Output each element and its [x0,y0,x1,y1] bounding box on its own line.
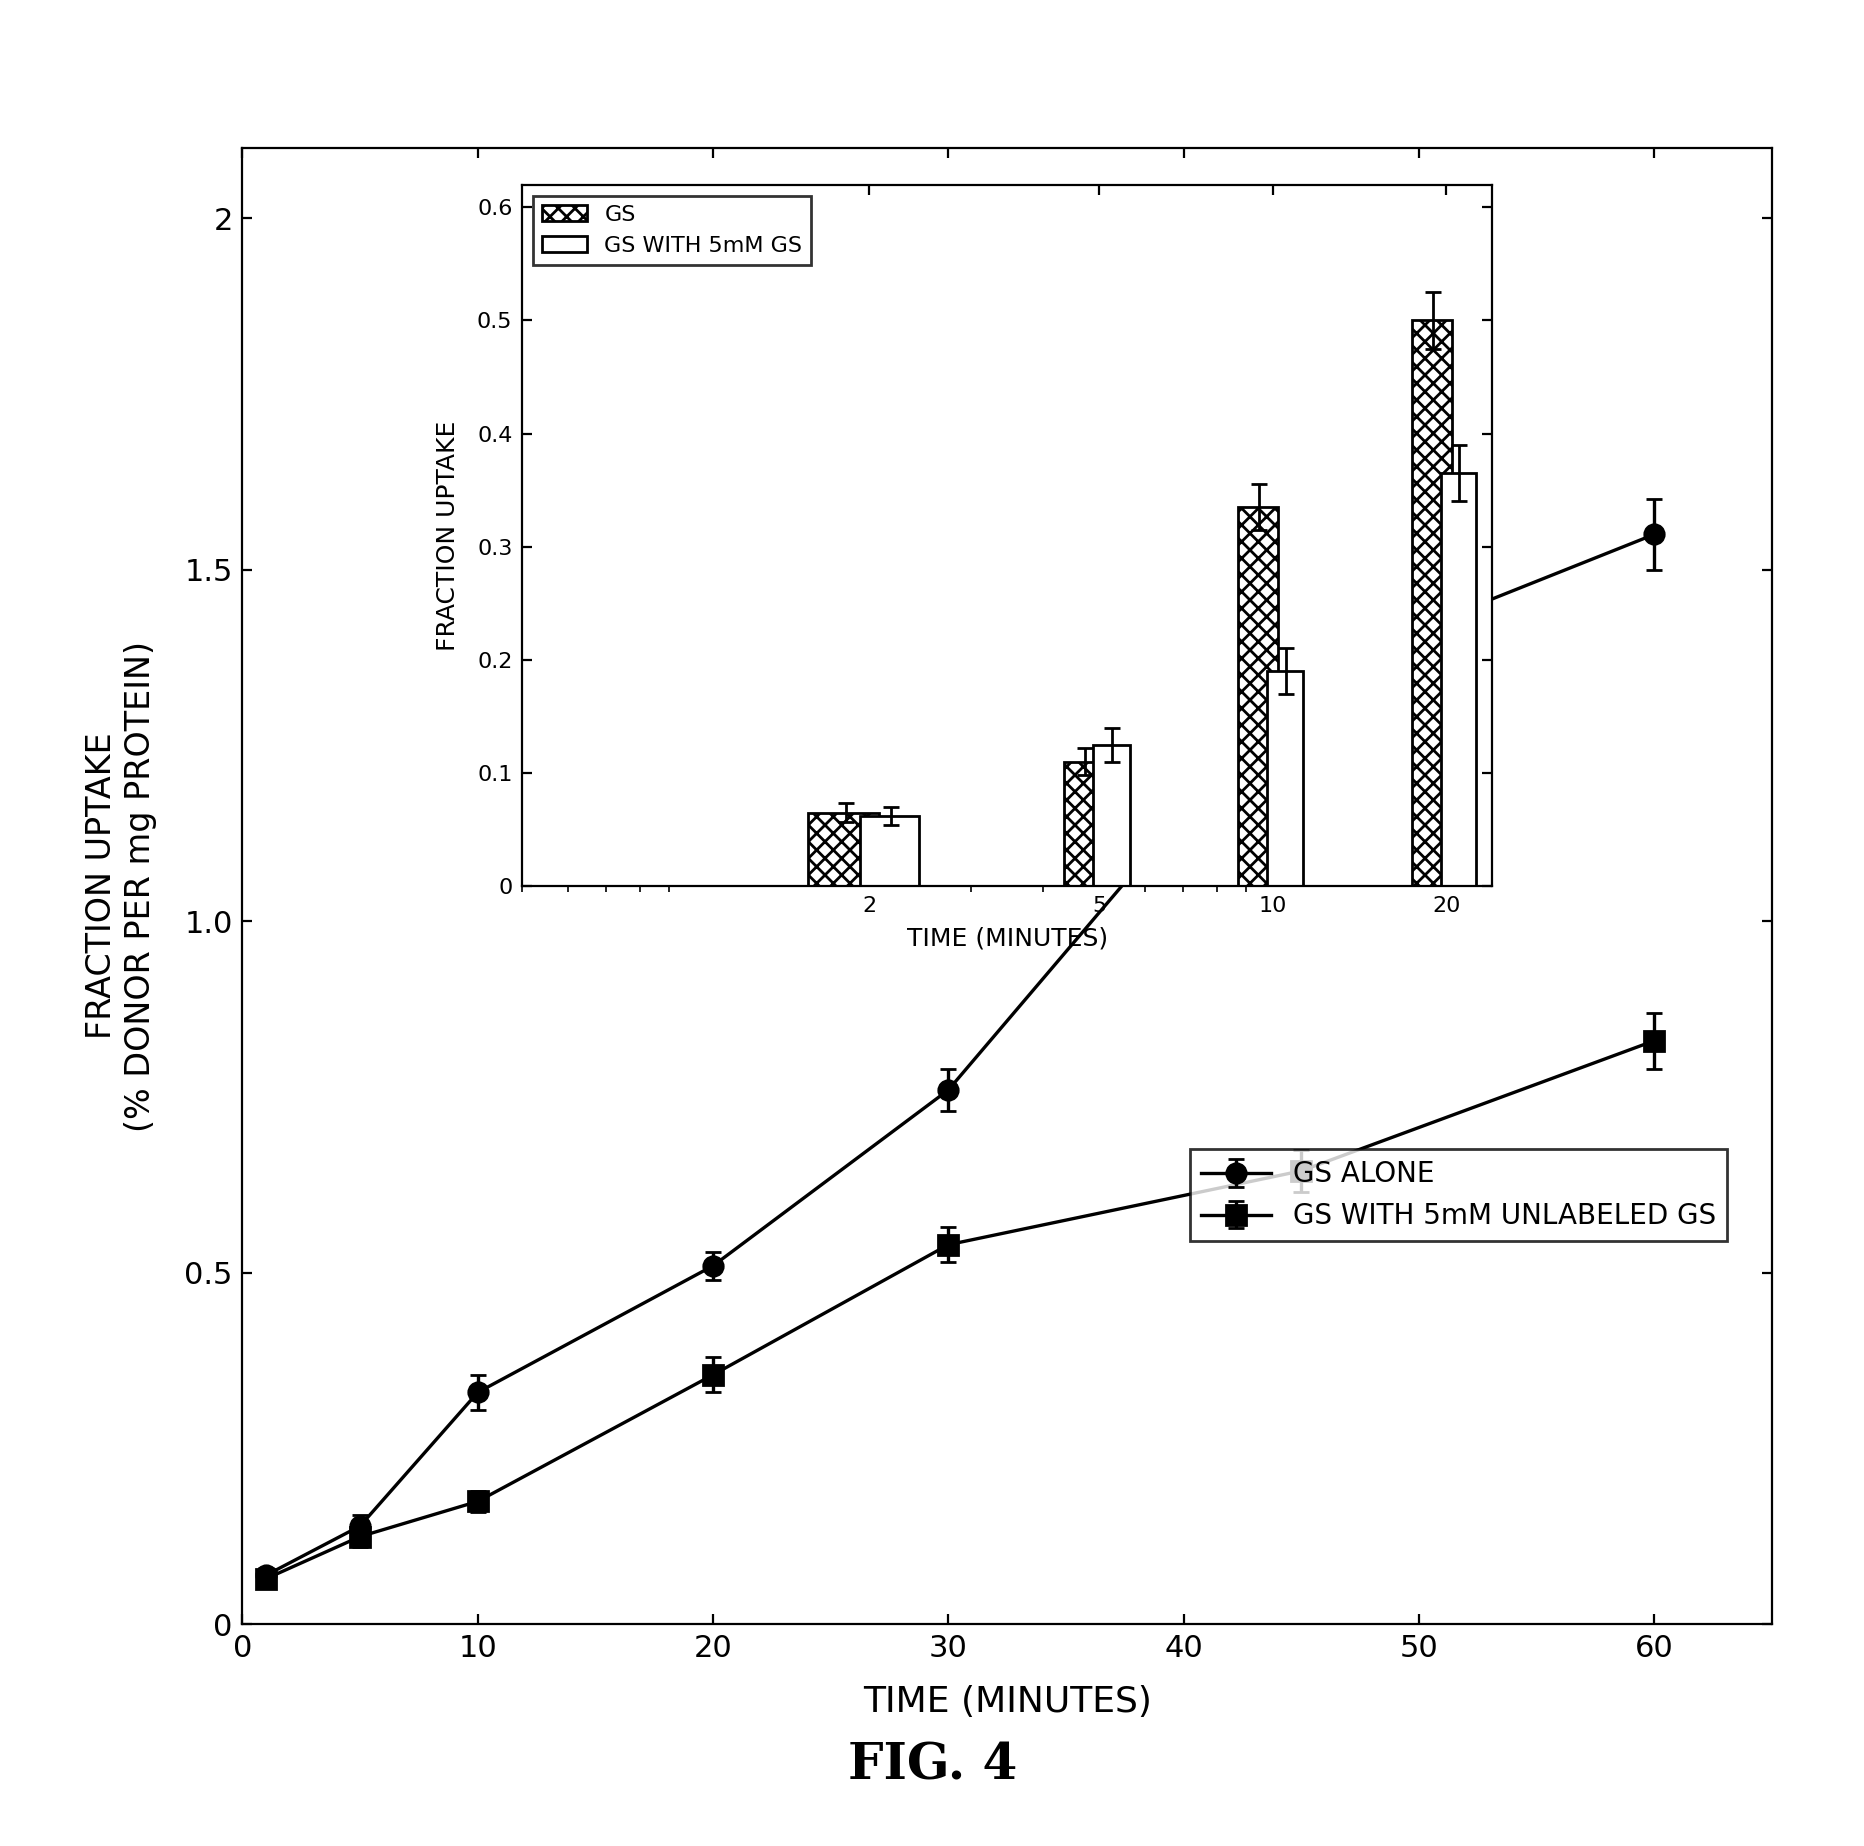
Y-axis label: FRACTION UPTAKE
(% DONOR PER mg PROTEIN): FRACTION UPTAKE (% DONOR PER mg PROTEIN) [86,641,157,1132]
Bar [1441,473,1476,886]
Bar [1092,744,1130,886]
X-axis label: TIME (MINUTES): TIME (MINUTES) [906,927,1107,951]
X-axis label: TIME (MINUTES): TIME (MINUTES) [863,1685,1150,1719]
Bar [859,816,919,886]
Legend: GS, GS WITH 5mM GS: GS, GS WITH 5mM GS [533,196,811,264]
Bar [1064,762,1103,886]
Bar [1411,321,1450,886]
Text: FIG. 4: FIG. 4 [848,1741,1016,1791]
Bar [1238,508,1277,886]
Legend: GS ALONE, GS WITH 5mM UNLABELED GS: GS ALONE, GS WITH 5mM UNLABELED GS [1189,1150,1726,1241]
Y-axis label: FRACTION UPTAKE: FRACTION UPTAKE [436,421,460,650]
Bar [1266,672,1303,886]
Bar [807,812,878,886]
